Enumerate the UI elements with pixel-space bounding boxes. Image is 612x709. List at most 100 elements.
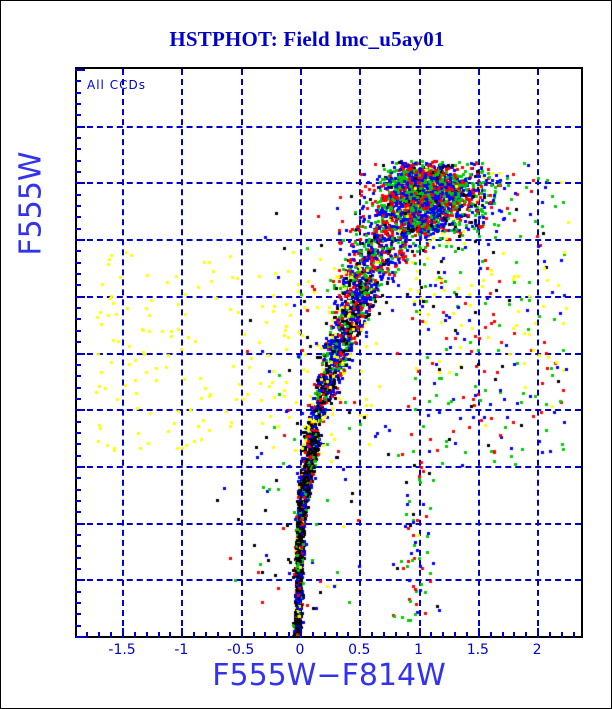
y-tick-minor	[75, 443, 81, 446]
y-tick-minor	[75, 216, 81, 219]
y-tick-minor	[75, 420, 81, 423]
x-tick-minor	[465, 632, 468, 638]
y-tick-minor	[75, 533, 81, 536]
y-tick-minor	[75, 80, 81, 83]
y-tick-minor	[75, 171, 81, 174]
x-tick-major	[477, 628, 480, 638]
x-tick-major	[299, 628, 302, 638]
y-tick-minor	[75, 556, 81, 559]
x-tick-minor	[394, 632, 397, 638]
y-tick-major	[75, 579, 85, 582]
x-tick-minor	[560, 632, 563, 638]
x-tick-major	[240, 628, 243, 638]
y-tick-minor	[75, 431, 81, 434]
y-tick-minor	[75, 363, 81, 366]
x-tick-minor	[145, 632, 148, 638]
x-tick-minor	[216, 632, 219, 638]
y-tick-major	[75, 295, 85, 298]
x-tick-minor	[382, 632, 385, 638]
y-tick-minor	[75, 511, 81, 514]
y-tick-minor	[75, 227, 81, 230]
x-tick-minor	[86, 632, 89, 638]
x-tick-minor	[572, 632, 575, 638]
y-tick-major	[75, 125, 85, 128]
y-tick-minor	[75, 318, 81, 321]
y-tick-minor	[75, 624, 81, 627]
x-tick-minor	[311, 632, 314, 638]
x-tick-label: -0.5	[226, 642, 255, 658]
y-tick-minor	[75, 103, 81, 106]
x-tick-minor	[98, 632, 101, 638]
y-tick-major	[75, 465, 85, 468]
x-tick-minor	[454, 632, 457, 638]
x-tick-minor	[157, 632, 160, 638]
x-tick-major	[359, 628, 362, 638]
y-tick-minor	[75, 454, 81, 457]
x-tick-minor	[205, 632, 208, 638]
ccd-annotation-label: All CCDs	[87, 78, 146, 92]
y-tick-minor	[75, 386, 81, 389]
x-tick-minor	[228, 632, 231, 638]
x-tick-label: 2	[532, 642, 542, 658]
x-tick-minor	[288, 632, 291, 638]
y-tick-minor	[75, 601, 81, 604]
y-tick-minor	[75, 137, 81, 140]
x-tick-minor	[548, 632, 551, 638]
y-tick-major	[75, 409, 85, 412]
x-tick-minor	[430, 632, 433, 638]
y-tick-minor	[75, 341, 81, 344]
x-tick-minor	[371, 632, 374, 638]
x-tick-label: -1	[174, 642, 189, 658]
x-tick-minor	[276, 632, 279, 638]
x-tick-label: 0.5	[348, 642, 371, 658]
x-tick-minor	[110, 632, 113, 638]
y-tick-minor	[75, 261, 81, 264]
y-tick-minor	[75, 567, 81, 570]
y-tick-minor	[75, 148, 81, 151]
x-tick-major	[418, 628, 421, 638]
y-tick-minor	[75, 499, 81, 502]
y-tick-minor	[75, 159, 81, 162]
y-tick-minor	[75, 545, 81, 548]
y-tick-major	[75, 522, 85, 525]
x-tick-minor	[525, 632, 528, 638]
x-tick-minor	[323, 632, 326, 638]
y-tick-minor	[75, 613, 81, 616]
x-tick-major	[122, 628, 125, 638]
x-tick-minor	[264, 632, 267, 638]
y-tick-minor	[75, 307, 81, 310]
y-tick-minor	[75, 284, 81, 287]
x-tick-minor	[513, 632, 516, 638]
x-tick-label: 1.5	[466, 642, 489, 658]
x-tick-label: -1.5	[108, 642, 136, 658]
y-tick-minor	[75, 205, 81, 208]
x-tick-label: 0	[295, 642, 305, 658]
x-tick-minor	[169, 632, 172, 638]
x-tick-minor	[501, 632, 504, 638]
x-tick-minor	[193, 632, 196, 638]
y-tick-minor	[75, 273, 81, 276]
x-tick-minor	[133, 632, 136, 638]
x-tick-minor	[406, 632, 409, 638]
x-tick-minor	[489, 632, 492, 638]
x-tick-major	[181, 628, 184, 638]
scatter-plot-canvas	[77, 69, 581, 636]
y-tick-minor	[75, 477, 81, 480]
plot-frame: All CCDs	[75, 67, 583, 638]
y-tick-minor	[75, 114, 81, 117]
y-tick-major	[75, 239, 85, 242]
y-tick-major	[75, 352, 85, 355]
y-tick-minor	[75, 375, 81, 378]
y-tick-major	[75, 182, 85, 185]
y-tick-minor	[75, 488, 81, 491]
y-tick-major	[75, 69, 85, 71]
x-axis-title: F555W−F814W	[212, 658, 446, 693]
y-tick-minor	[75, 397, 81, 400]
page-title: HSTPHOT: Field lmc_u5ay01	[169, 27, 445, 51]
y-tick-minor	[75, 590, 81, 593]
y-tick-major	[75, 636, 85, 638]
y-tick-minor	[75, 91, 81, 94]
y-tick-minor	[75, 193, 81, 196]
y-tick-minor	[75, 250, 81, 253]
